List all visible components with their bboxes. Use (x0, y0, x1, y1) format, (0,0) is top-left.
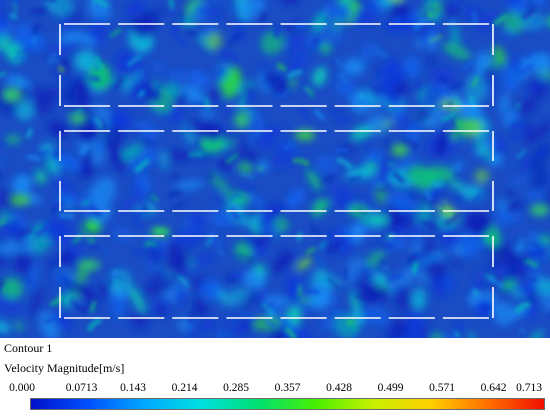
colorbar-tick-label: 0.571 (429, 382, 455, 394)
colorbar-tick-label: 0.713 (516, 382, 542, 394)
colorbar-tick-label: 0.428 (326, 382, 352, 394)
legend-variable-label: Velocity Magnitude[m/s] (4, 361, 125, 375)
wall-outlines (59, 23, 494, 319)
colorbar (30, 398, 545, 410)
contour-blob-layer (0, 0, 550, 338)
colorbar-tick-label: 0.143 (120, 382, 146, 394)
colorbar-tick-label: 0.0713 (65, 382, 98, 394)
contour-highlight-layer (1, 87, 550, 271)
colorbar-tick-labels: 0.000 0.0713 0.143 0.214 0.285 0.357 0.428 0.49… (0, 381, 550, 395)
colorbar-tick-label: 0.000 (9, 382, 35, 394)
contour-title: Contour 1 (4, 341, 53, 355)
colorbar-tick-label: 0.499 (377, 382, 404, 394)
contour-streak-layer (0, 0, 550, 338)
colorbar-tick-label: 0.285 (223, 382, 249, 394)
velocity-contour-plot (0, 0, 550, 338)
contour-field (0, 0, 550, 338)
colorbar-tick-label: 0.214 (171, 382, 198, 394)
colorbar-tick-label: 0.357 (274, 382, 301, 394)
colorbar-tick-label: 0.642 (480, 382, 507, 394)
